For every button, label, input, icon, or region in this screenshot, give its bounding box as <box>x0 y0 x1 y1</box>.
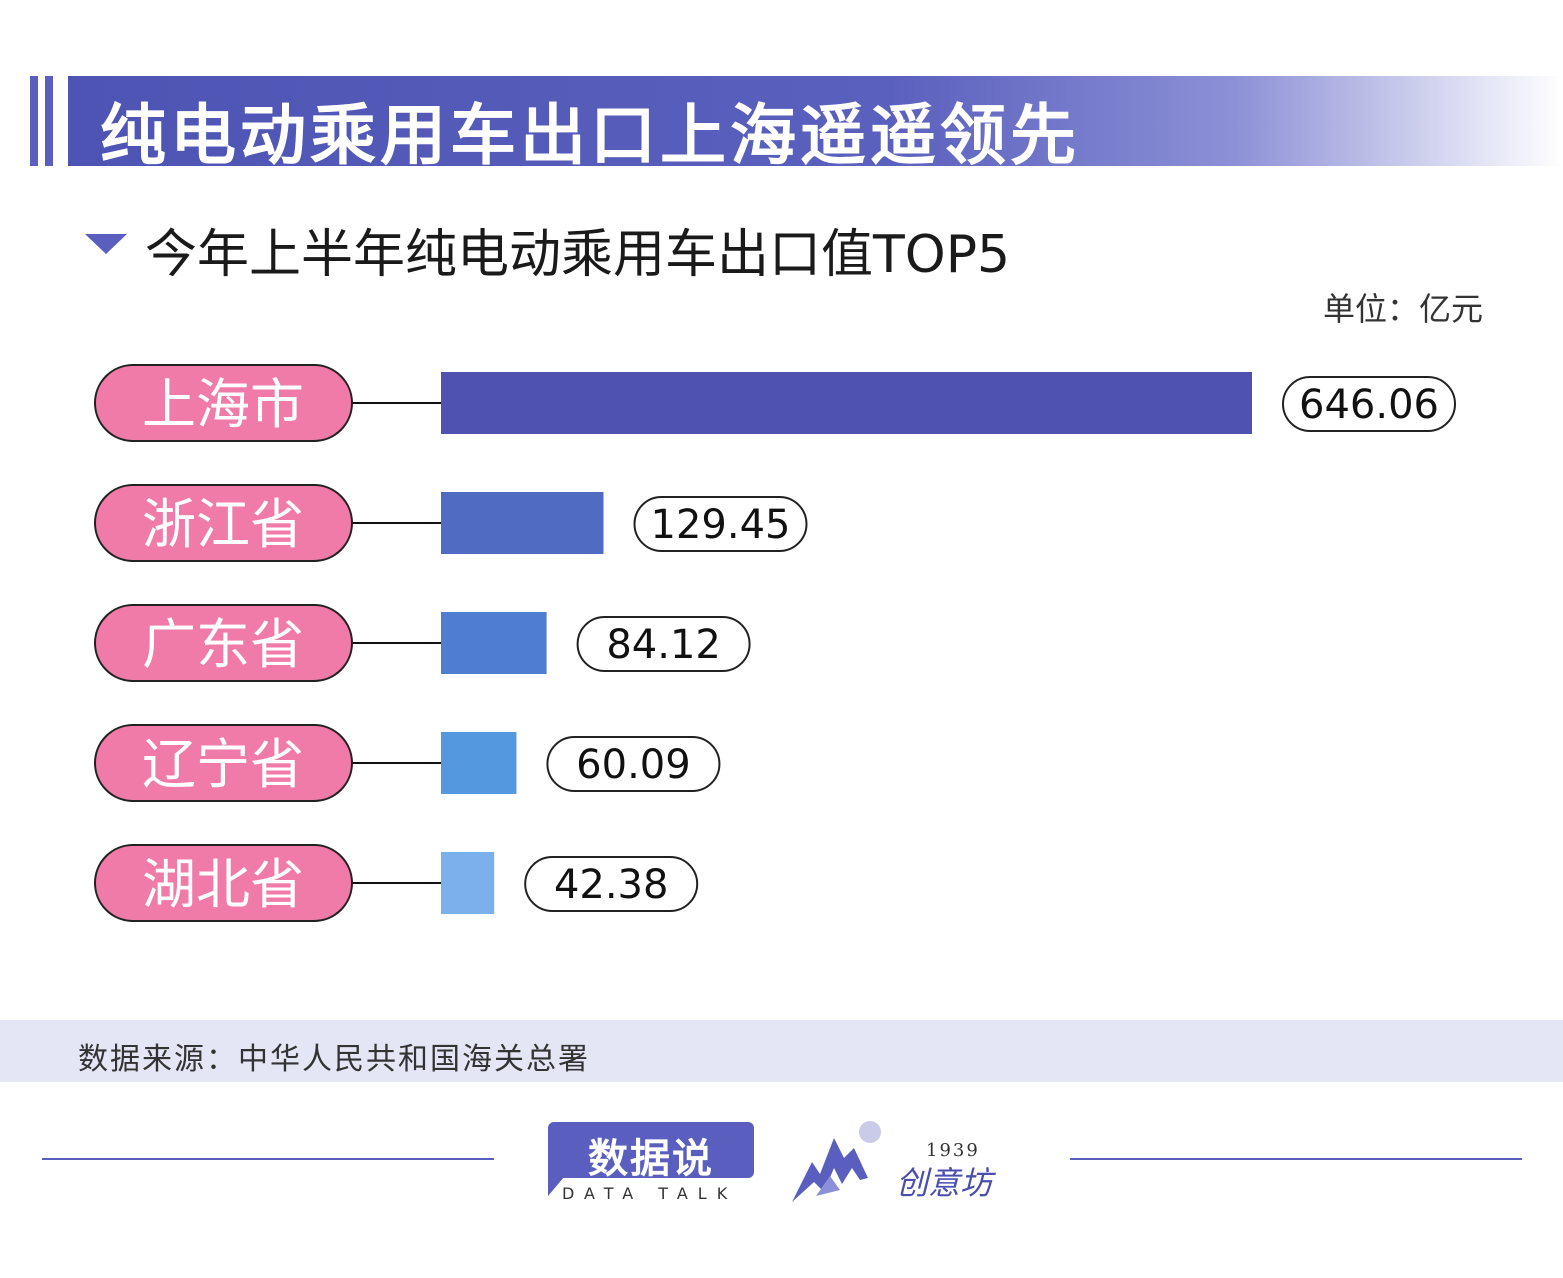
bar <box>441 372 1252 434</box>
value-label-pill <box>524 856 699 912</box>
data-label: 84.12 <box>606 622 721 668</box>
data-label: 60.09 <box>576 742 691 788</box>
data-label: 646.06 <box>1299 382 1439 428</box>
bar <box>441 492 604 554</box>
data-talk-logo-text: 数据说 <box>588 1136 714 1182</box>
category-label: 湖北省 <box>142 853 304 916</box>
value-label-pill <box>1282 376 1456 432</box>
category-label: 广东省 <box>142 613 304 676</box>
title-accent-bar <box>30 76 38 166</box>
data-talk-logo: 数据说 <box>548 1122 754 1182</box>
bar <box>441 852 495 914</box>
category-label: 辽宁省 <box>142 733 304 796</box>
category-label: 上海市 <box>142 373 304 436</box>
unit-label: 单位：亿元 <box>1322 290 1483 328</box>
mountain-logo-icon <box>792 1121 881 1202</box>
footer-divider-left <box>42 1158 494 1160</box>
bar <box>441 732 517 794</box>
title-accent-bar <box>45 76 53 166</box>
source-band: 数据来源：中华人民共和国海关总署 <box>0 1020 1563 1082</box>
category-pill <box>94 604 353 682</box>
data-talk-logo-tail <box>548 1170 570 1196</box>
footer-divider-right <box>1070 1158 1522 1160</box>
category-pill <box>94 364 353 442</box>
page-title: 纯电动乘用车出口上海遥遥领先 <box>100 97 1080 174</box>
triangle-down-icon <box>85 234 127 254</box>
category-label: 浙江省 <box>142 493 304 556</box>
title-band <box>68 76 1563 166</box>
title-banner: 纯电动乘用车出口上海遥遥领先 <box>30 76 1563 174</box>
data-talk-logo-subtext: DATA TALK <box>562 1184 738 1203</box>
category-pill <box>94 724 353 802</box>
value-label-pill <box>633 496 808 552</box>
source-text: 数据来源：中华人民共和国海关总署 <box>78 1042 590 1077</box>
category-pill <box>94 844 353 922</box>
logo-name: 创意坊 <box>896 1164 993 1202</box>
bar <box>441 612 547 674</box>
category-pill <box>94 484 353 562</box>
value-label-pill <box>546 736 721 792</box>
data-label: 129.45 <box>651 502 791 548</box>
logo-year: 1939 <box>926 1140 980 1161</box>
chart-subtitle: 今年上半年纯电动乘用车出口值TOP5 <box>145 225 1011 285</box>
value-label-pill <box>576 616 751 672</box>
data-label: 42.38 <box>554 862 669 908</box>
